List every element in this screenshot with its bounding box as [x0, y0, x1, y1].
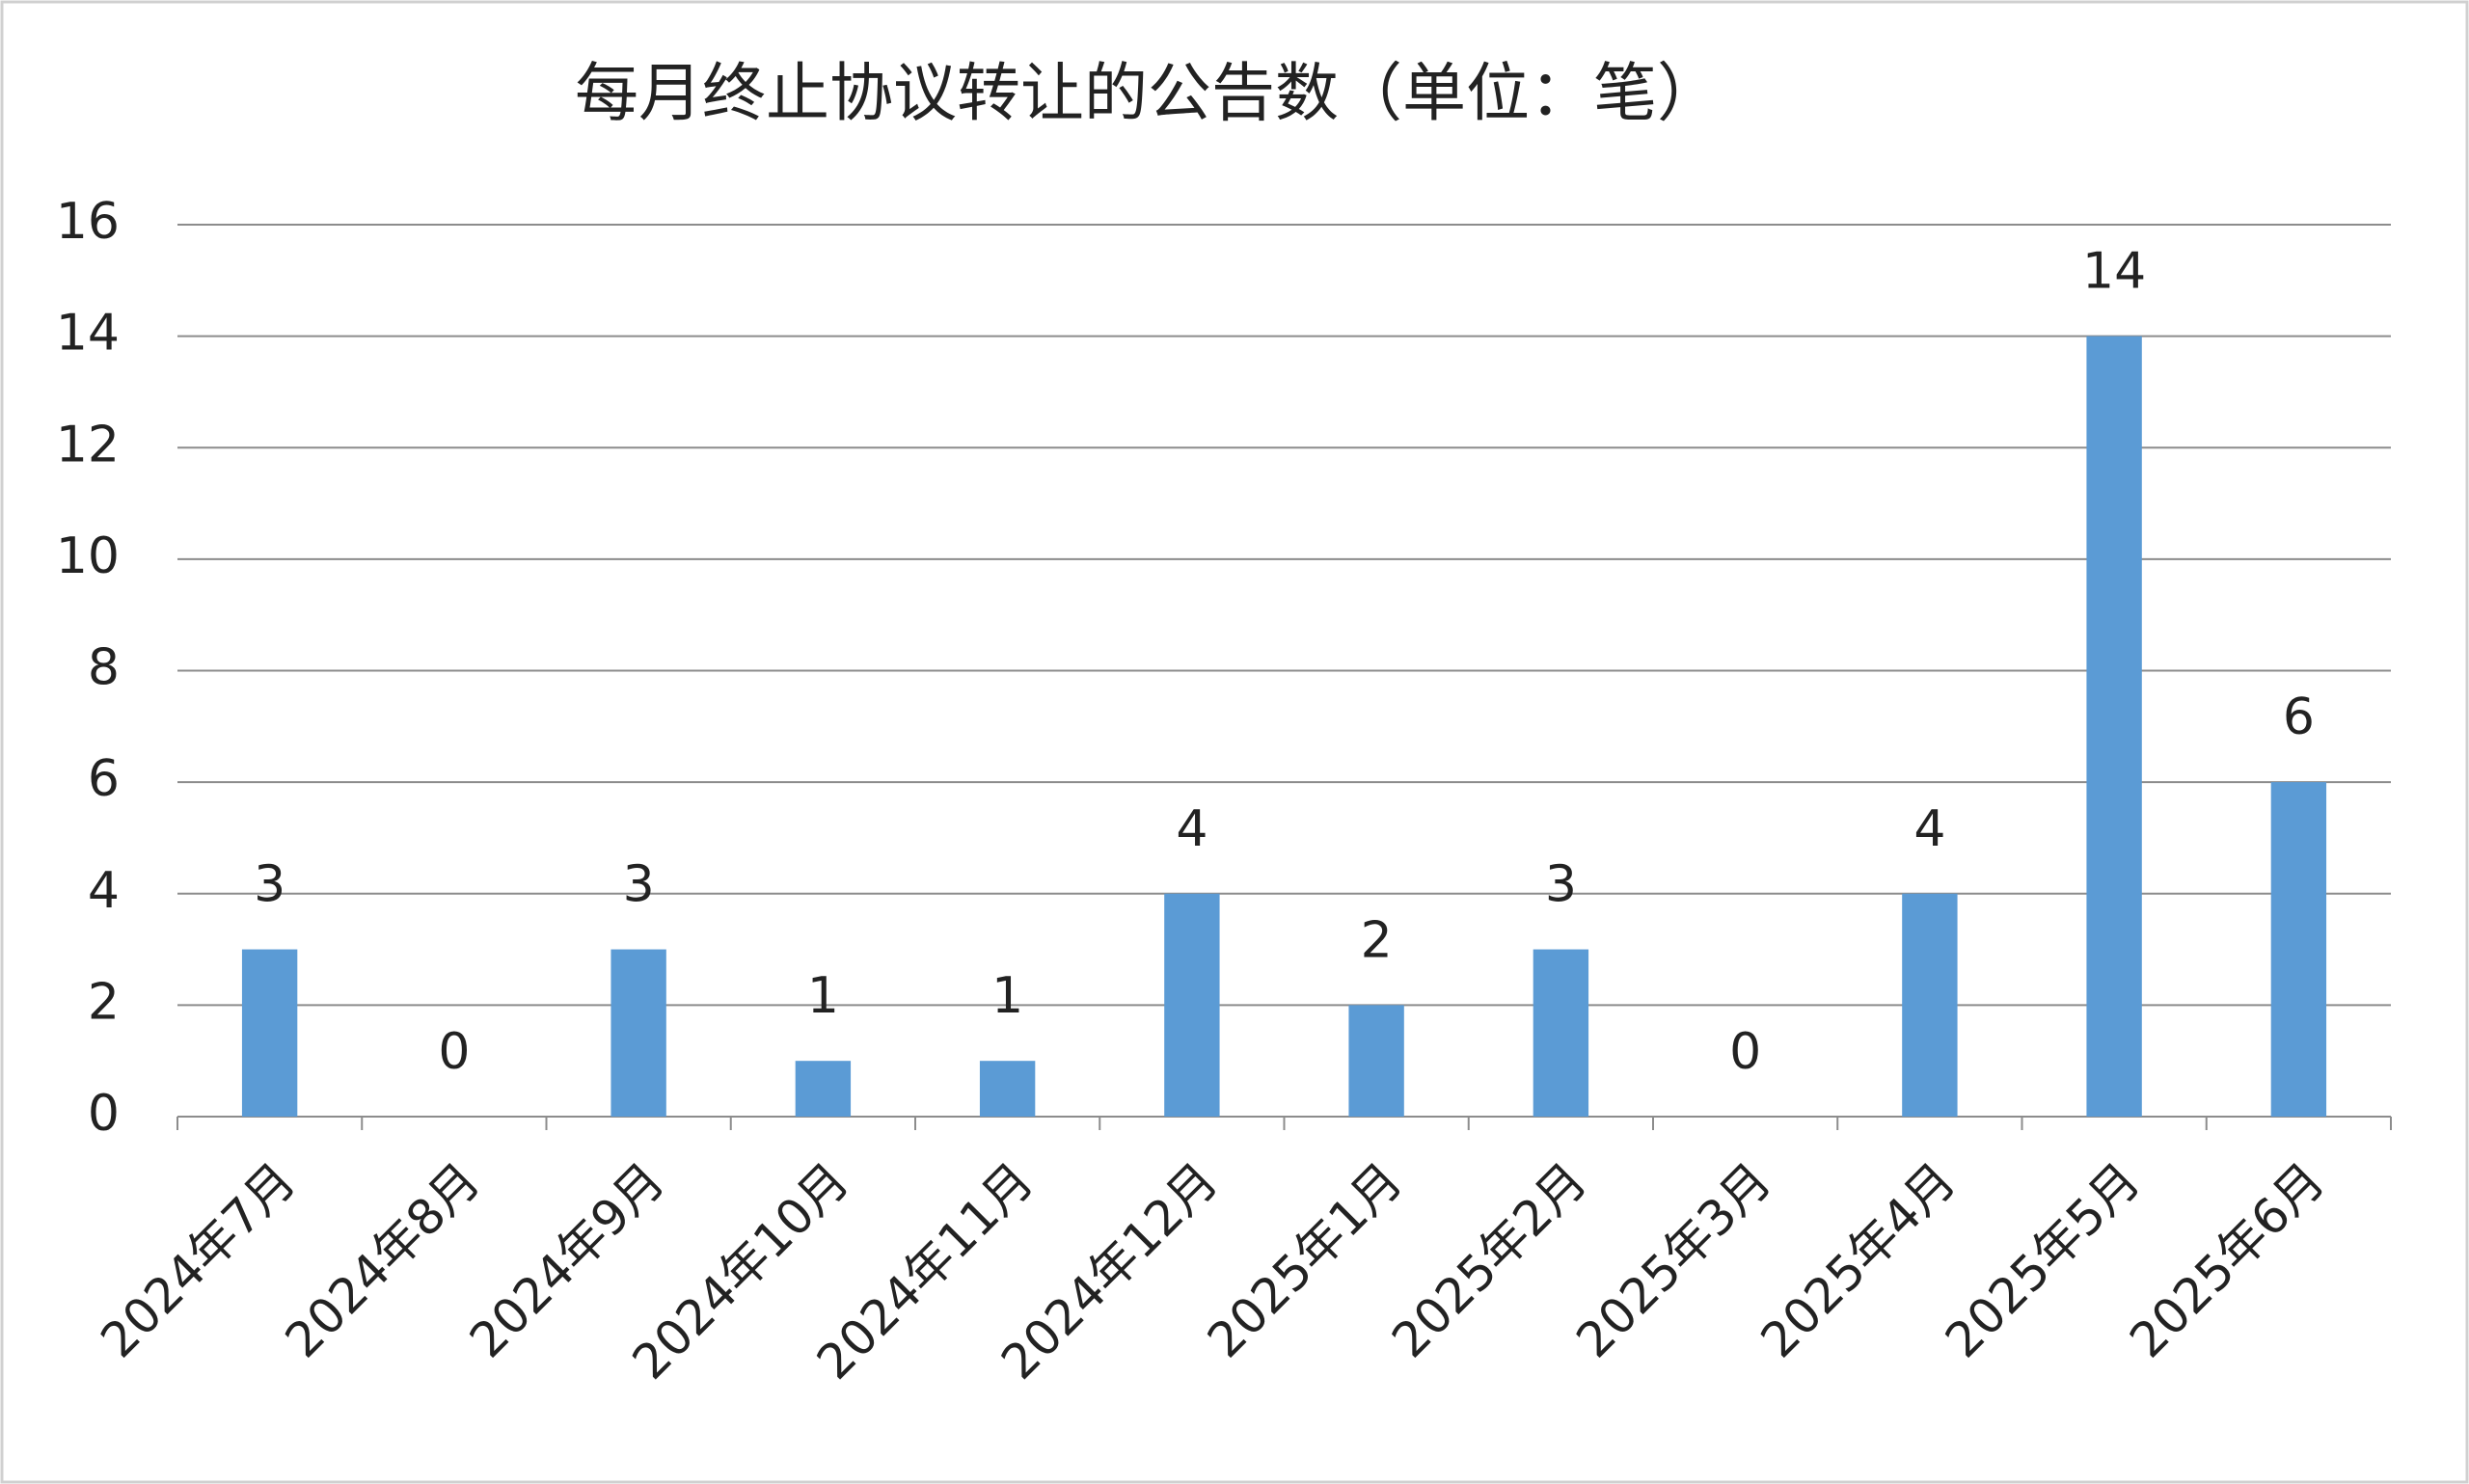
y-tick-label: 4: [88, 862, 120, 920]
bar: [1164, 893, 1220, 1117]
y-tick-label: 0: [88, 1085, 120, 1143]
bar: [2086, 336, 2142, 1117]
data-label: 2: [1361, 911, 1393, 969]
y-tick-label: 10: [56, 527, 120, 585]
chart-title: 每月终止协议转让的公告数（单位：笔）: [575, 56, 1721, 130]
data-label: 1: [991, 967, 1023, 1025]
data-label: 0: [438, 1023, 470, 1081]
y-tick-label: 6: [88, 750, 120, 808]
data-label: 4: [1176, 800, 1207, 858]
data-label: 6: [2283, 688, 2315, 746]
bar: [610, 949, 666, 1117]
bar: [1533, 949, 1589, 1117]
y-tick-label: 2: [88, 973, 120, 1031]
data-label: 4: [1913, 800, 1945, 858]
bar: [795, 1061, 852, 1117]
y-tick-label: 8: [88, 639, 120, 697]
data-label: 0: [1729, 1023, 1761, 1081]
y-tick-label: 14: [56, 305, 120, 363]
data-label: 1: [807, 967, 839, 1025]
y-tick-label: 12: [56, 416, 120, 473]
bar: [1902, 893, 1958, 1117]
bar: [241, 949, 298, 1117]
data-label: 3: [254, 856, 285, 914]
y-tick-label: 16: [56, 193, 120, 251]
data-label: 14: [2082, 243, 2146, 301]
data-label: 3: [623, 856, 655, 914]
bar: [1348, 1005, 1404, 1117]
bar: [2270, 782, 2327, 1117]
bar: [979, 1061, 1036, 1117]
data-label: 3: [1545, 856, 1577, 914]
